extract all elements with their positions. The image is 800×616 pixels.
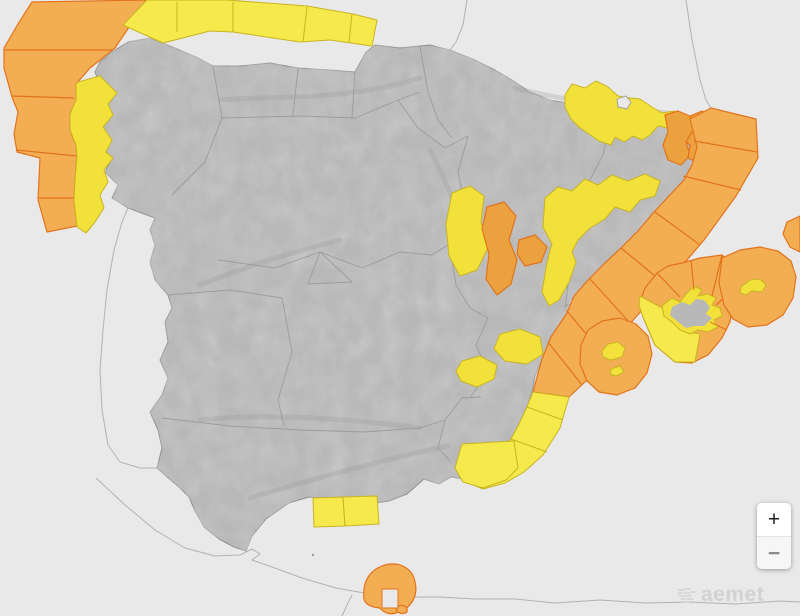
- galicia-waters-dividers: [4, 49, 113, 199]
- zoom-out-button[interactable]: −: [757, 536, 791, 569]
- map-zoom-control: + −: [757, 503, 791, 569]
- cantabrian-range-relief: [217, 75, 423, 103]
- warning-zone-southeast-coast-waters[interactable]: [454, 440, 519, 489]
- warning-zone-alboran-coast-waters-east[interactable]: [342, 495, 380, 527]
- warning-zone-teruel-cuenca-land[interactable]: [445, 185, 489, 277]
- zoom-in-button[interactable]: +: [757, 503, 791, 536]
- warning-zone-pyrenees-land[interactable]: [564, 80, 679, 146]
- mallorca-island-interior: [670, 299, 712, 328]
- warning-zone-valencia-interior-north[interactable]: [493, 328, 544, 365]
- cantabrian-waters-dividers: [176, 2, 353, 44]
- warning-zone-menorca-island[interactable]: [739, 278, 767, 296]
- warning-zone-valencia-interior-south[interactable]: [455, 355, 498, 388]
- france-mediterranean-coastline: [685, 0, 712, 109]
- france-atlantic-coastline: [449, 0, 468, 51]
- warning-zone-cantabrian-coast-waters[interactable]: [122, 0, 378, 47]
- warning-zone-teruel-interior-land[interactable]: [481, 201, 518, 296]
- morocco-border-line: [341, 594, 353, 616]
- aemet-attribution: aemet: [676, 583, 764, 607]
- melilla-city-gap: [381, 588, 399, 609]
- warning-zone-alboran-coast-waters-west[interactable]: [312, 496, 346, 528]
- betic-range-relief: [247, 443, 451, 501]
- aemet-logo-icon: [677, 588, 696, 603]
- alboran-islet-dot: [311, 553, 315, 557]
- andorra-outline: [616, 95, 632, 110]
- sierra-morena-relief: [197, 414, 423, 431]
- warning-zone-teruel-east-land[interactable]: [516, 234, 548, 267]
- portugal-coastline: [99, 207, 157, 469]
- warning-zone-melilla-waters-tail[interactable]: [395, 604, 408, 615]
- central-system-relief: [197, 237, 343, 288]
- warning-zone-maestrazgo-castellon-land[interactable]: [541, 173, 661, 307]
- alicante-waters-dividers: [510, 406, 564, 453]
- warning-zone-balearic-sea-east-edge[interactable]: [782, 215, 800, 253]
- aemet-logo-text: aemet: [701, 583, 765, 606]
- warning-zone-ibiza-island[interactable]: [601, 341, 626, 361]
- warning-zone-formentera-island[interactable]: [609, 365, 625, 377]
- warning-zone-rias-baixas-land[interactable]: [69, 75, 118, 234]
- africa-coastline: [95, 477, 800, 605]
